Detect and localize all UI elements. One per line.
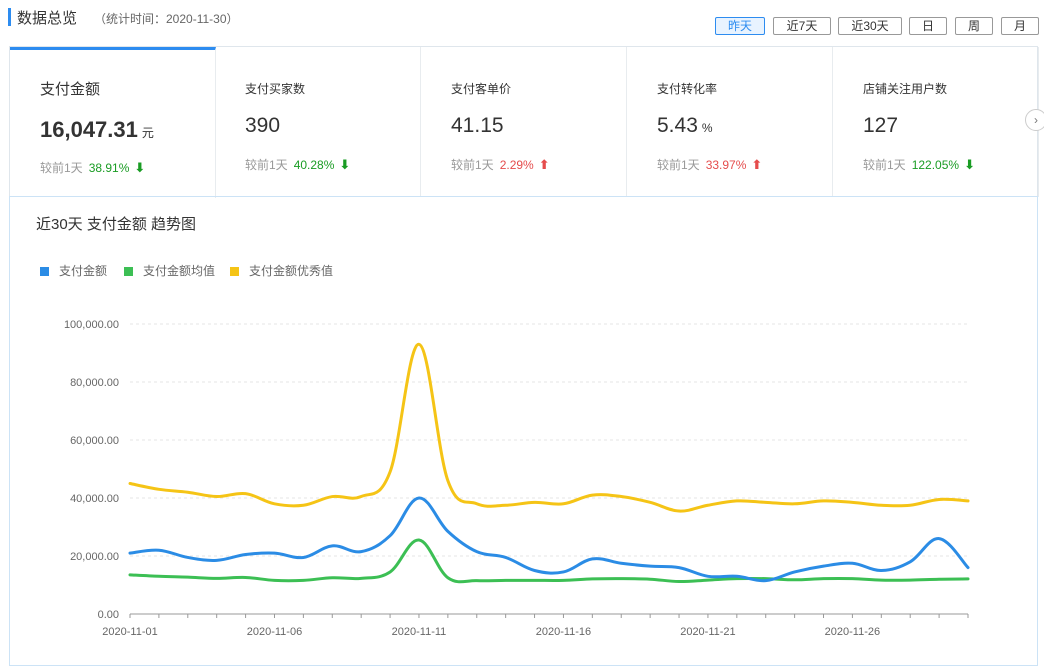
metric-value-number: 41.15 [451, 114, 504, 137]
legend-swatch [40, 267, 49, 276]
metric-compare: 较前1天 2.29% ⬆ [451, 156, 550, 173]
series-line-2 [128, 342, 970, 513]
metric-compare: 较前1天 40.28% ⬇ [245, 156, 350, 173]
legend-label: 支付金额 [59, 264, 108, 278]
metric-card-2[interactable]: 支付客单价 41.15 较前1天 2.29% ⬆ [421, 47, 627, 197]
period-button-3[interactable]: 日 [909, 17, 947, 35]
metric-value-number: 390 [245, 114, 281, 137]
metric-cards: 支付金额 16,047.31 元较前1天 38.91% ⬇ 支付买家数 390 较前1天 40.… [9, 46, 1044, 198]
arrow-up-icon: ⬆ [751, 157, 763, 172]
metric-label: 支付客单价 [451, 82, 512, 96]
x-tick-label: 2020-11-21 [680, 626, 735, 638]
metric-value: 41.15 [451, 114, 504, 138]
title-accent-bar [8, 8, 11, 26]
metric-label: 店铺关注用户数 [863, 82, 948, 96]
compare-change: 40.28% [293, 158, 335, 172]
period-button-4[interactable]: 周 [955, 17, 993, 35]
legend-swatch [124, 267, 133, 276]
period-button-1[interactable]: 近7天 [773, 17, 831, 35]
compare-label: 较前1天 [451, 158, 494, 172]
trend-chart-panel: 近30天 支付金额 趋势图 支付金额 支付金额均值 支付金额优秀值 0.00 20,0… [9, 196, 1038, 666]
metric-card-4[interactable]: 店铺关注用户数 127 较前1天 122.05% ⬇ [833, 47, 1039, 197]
y-tick-label: 20,000.00 [70, 551, 119, 563]
arrow-down-icon: ⬇ [964, 157, 975, 172]
legend-item-0[interactable]: 支付金额 [40, 262, 107, 279]
statistic-time: （统计时间：2020-11-30） [94, 12, 239, 26]
header-bar: 数据总览 （统计时间：2020-11-30） 昨天 近7天 近30天日周月 [0, 0, 1044, 44]
metric-value-number: 16,047.31 [40, 117, 138, 142]
compare-label: 较前1天 [40, 161, 83, 175]
legend-label: 支付金额优秀值 [249, 264, 334, 278]
x-tick-label: 2020-11-01 [102, 626, 157, 638]
arrow-up-icon: ⬆ [538, 157, 550, 172]
legend-item-1[interactable]: 支付金额均值 [124, 262, 215, 279]
chevron-right-icon[interactable]: › [1025, 109, 1044, 131]
compare-label: 较前1天 [863, 158, 906, 172]
series-line-1 [128, 538, 970, 584]
metric-card-0[interactable]: 支付金额 16,047.31 元较前1天 38.91% ⬇ [10, 47, 216, 198]
x-tick-label: 2020-11-06 [247, 626, 302, 638]
y-tick-label: 100,000.00 [64, 319, 119, 331]
compare-change: 122.05% [911, 158, 960, 172]
metric-compare: 较前1天 33.97% ⬆ [657, 156, 762, 173]
metric-label: 支付金额 [40, 81, 101, 98]
legend-swatch [230, 267, 239, 276]
series-line-0 [128, 496, 970, 583]
metric-card-1[interactable]: 支付买家数 390 较前1天 40.28% ⬇ [215, 47, 421, 197]
x-tick-label: 2020-11-11 [392, 626, 447, 638]
x-tick-label: 2020-11-26 [825, 626, 880, 638]
compare-label: 较前1天 [245, 158, 288, 172]
metric-value: 390 [245, 114, 280, 138]
compare-label: 较前1天 [657, 158, 700, 172]
legend-item-2[interactable]: 支付金额优秀值 [230, 262, 333, 279]
metric-value: 16,047.31 元 [40, 117, 154, 143]
metric-value: 127 [863, 114, 898, 138]
metric-value-number: 127 [863, 114, 899, 137]
metric-label: 支付转化率 [657, 82, 718, 96]
y-tick-label: 60,000.00 [70, 435, 119, 447]
metric-label: 支付买家数 [245, 82, 306, 96]
metric-compare: 较前1天 38.91% ⬇ [40, 159, 145, 176]
y-tick-label: 0.00 [98, 609, 119, 621]
period-button-5[interactable]: 月 [1001, 17, 1039, 35]
page-title: 数据总览 [17, 10, 78, 27]
y-tick-label: 40,000.00 [70, 493, 119, 505]
metric-card-3[interactable]: 支付转化率 5.43% 较前1天 33.97% ⬆ [627, 47, 833, 197]
y-tick-label: 80,000.00 [70, 377, 119, 389]
arrow-down-icon: ⬇ [134, 160, 146, 175]
x-tick-label: 2020-11-16 [536, 626, 591, 638]
metric-unit: % [701, 121, 713, 135]
trend-chart: 0.00 20,000.00 40,000.00 60,000.00 80,000.00… [64, 319, 970, 638]
compare-change: 2.29% [499, 158, 534, 172]
compare-change: 38.91% [88, 161, 130, 175]
period-button-0[interactable]: 昨天 [715, 17, 765, 35]
period-button-2[interactable]: 近30天 [838, 17, 902, 35]
metric-value-number: 5.43 [657, 114, 698, 137]
chart-title: 近30天 支付金额 趋势图 [36, 216, 197, 233]
legend-label: 支付金额均值 [143, 264, 216, 278]
metric-unit: 元 [141, 126, 154, 140]
compare-change: 33.97% [705, 158, 747, 172]
arrow-down-icon: ⬇ [339, 157, 351, 172]
metric-compare: 较前1天 122.05% ⬇ [863, 156, 975, 173]
metric-value: 5.43% [657, 114, 713, 138]
